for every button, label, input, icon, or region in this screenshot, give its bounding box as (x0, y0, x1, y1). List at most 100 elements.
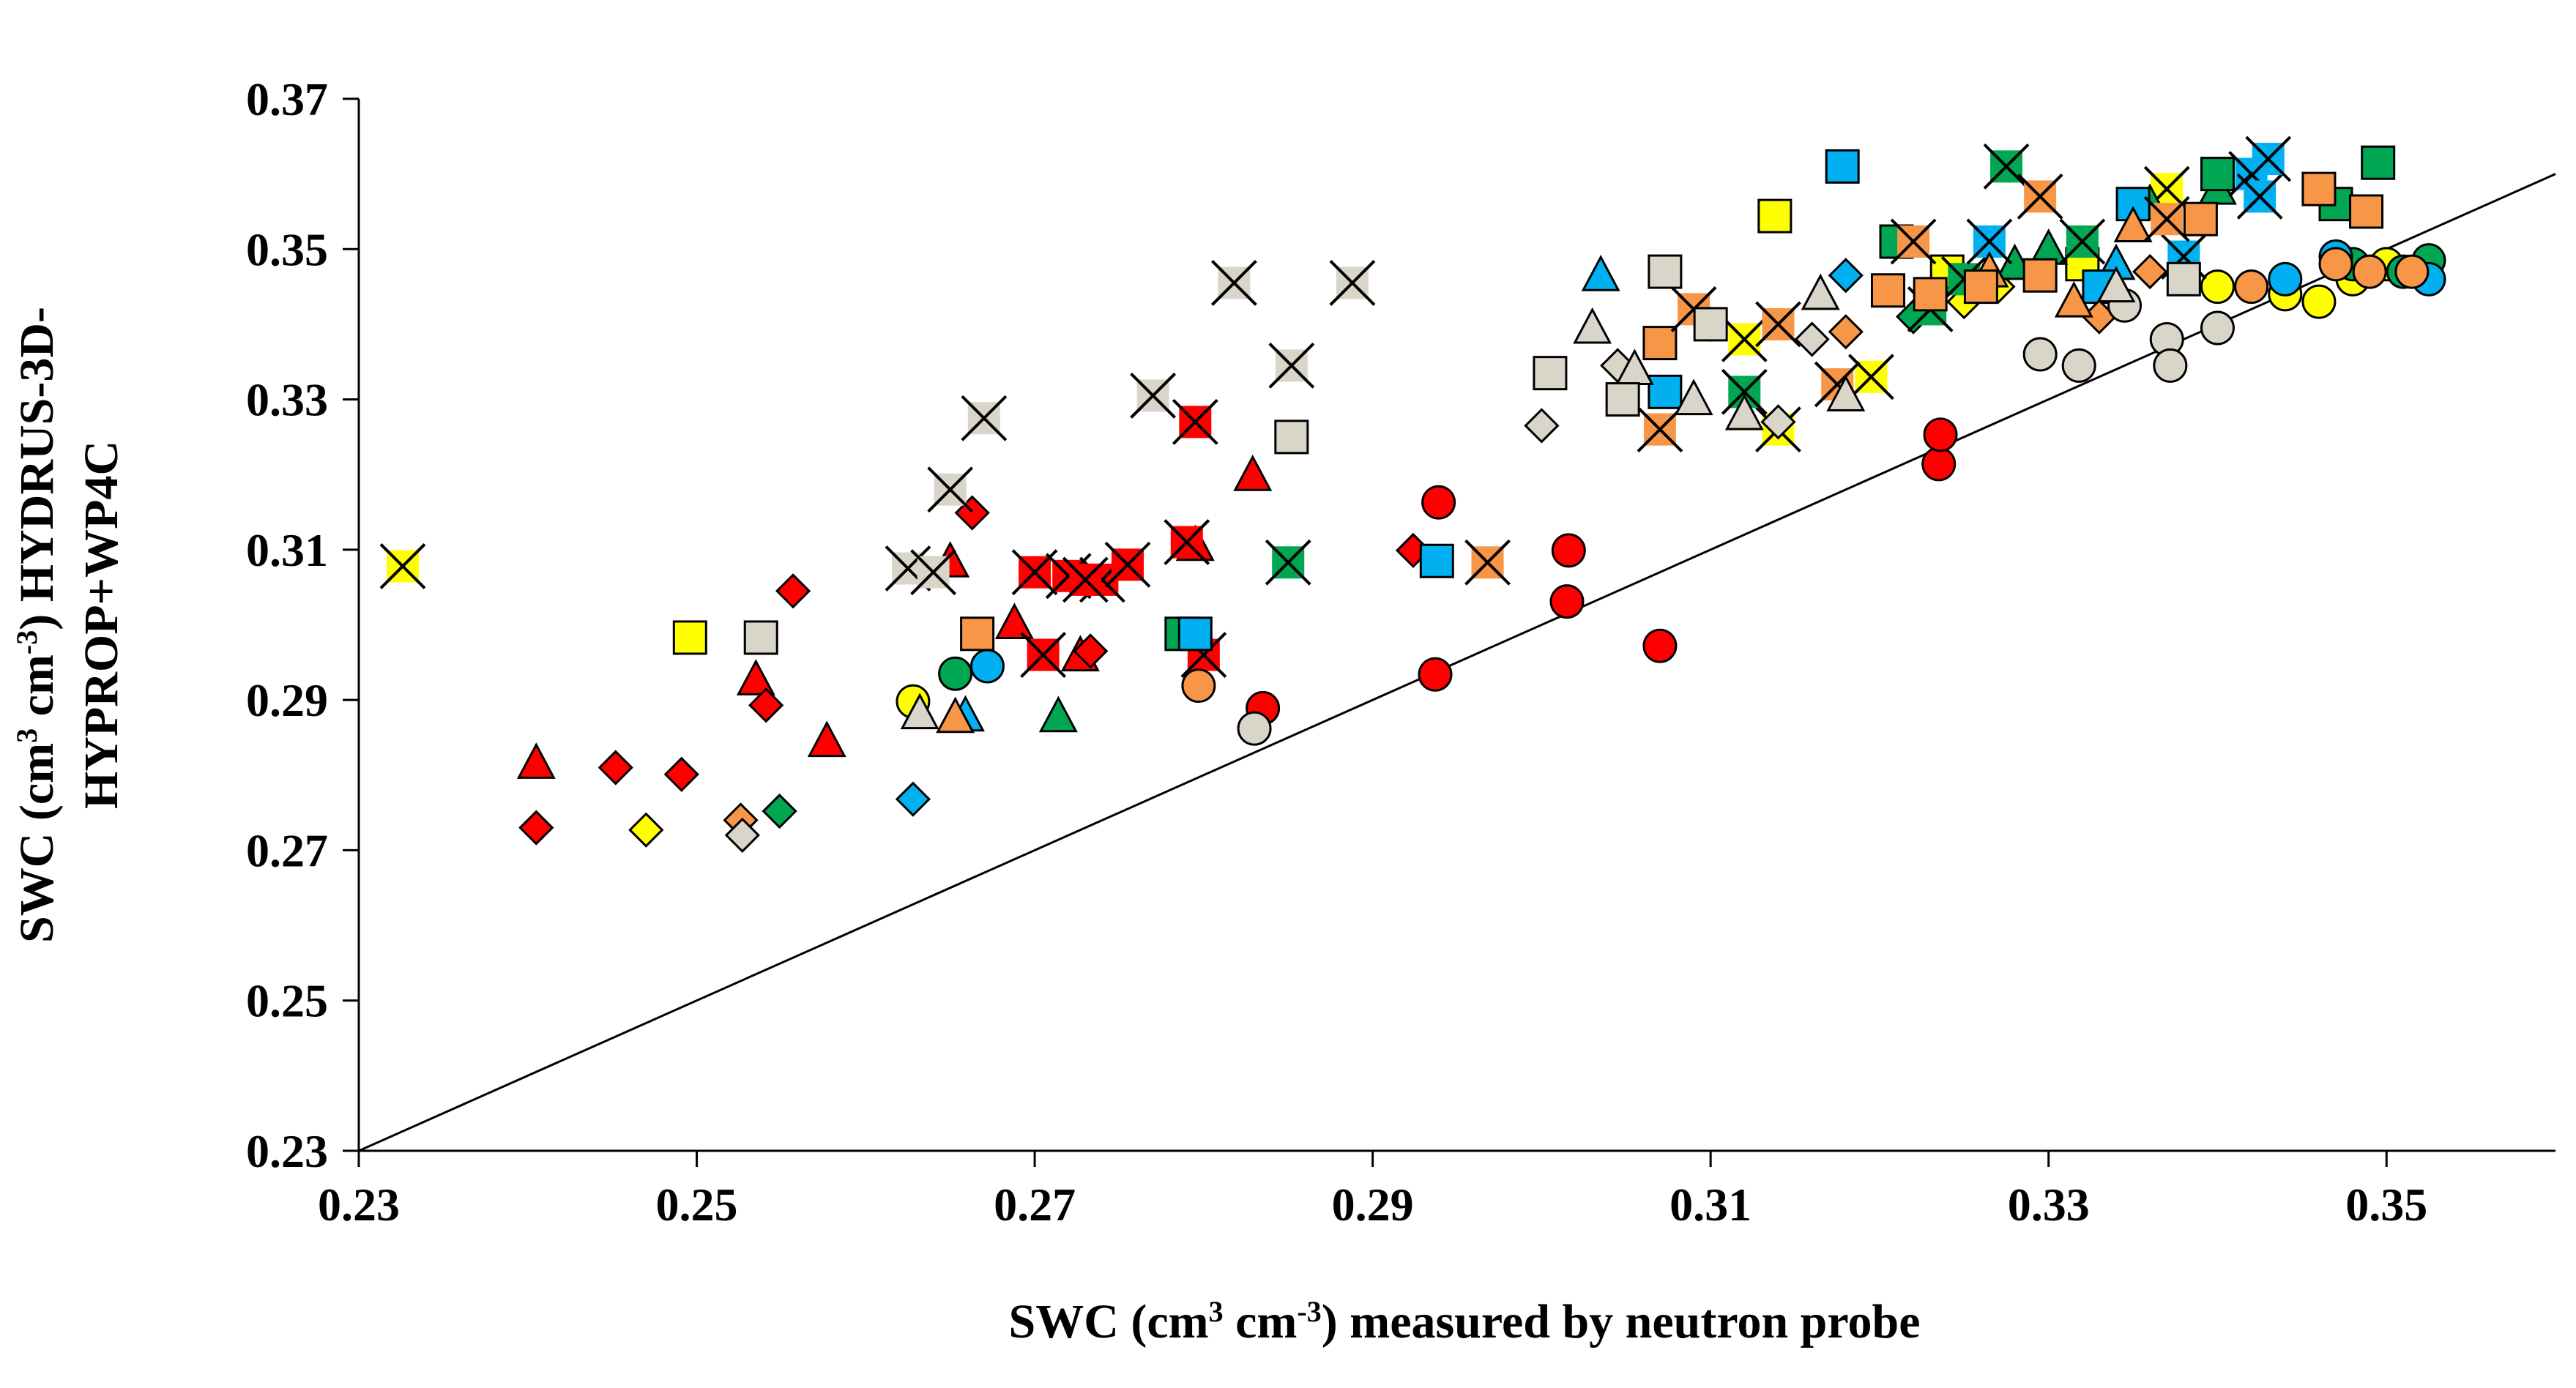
y-tick-label: 0.35 (246, 223, 328, 275)
red-square-x-point-cross (1020, 632, 1067, 678)
orange-square-point (1913, 277, 1948, 312)
red-square-x-point-cross (1104, 541, 1151, 588)
yellow-diamond-point (628, 812, 664, 848)
axis-labels-layer: 0.23 0.25 0.27 0.29 0.31 0.33 0.35 0.37 0.23 0.25… (10, 73, 2428, 1348)
green-square-point (2361, 145, 2396, 180)
yellow-square-point (1757, 198, 1793, 234)
orange-square-point (2183, 201, 2218, 236)
yellow-square-point (672, 620, 707, 655)
green-triangle-point (1038, 695, 1078, 733)
red-diamond-point (748, 687, 784, 723)
y-axis-title-line1: SWC (cm3 cm-3) HYDRUS-3D- (10, 307, 64, 943)
red-square-x-point (1020, 632, 1067, 678)
orange-square-point (960, 616, 995, 652)
green-square-x-point (1265, 539, 1311, 586)
gray-triangle-point (900, 693, 939, 730)
x-tick-label: 0.25 (656, 1179, 738, 1231)
green-square-x-point-cross (1265, 539, 1311, 586)
red-diamond-point (1073, 633, 1109, 669)
red-circle-point (1921, 447, 1957, 482)
red-square-x-point-cross (1062, 556, 1109, 603)
gray-square-point (743, 620, 778, 655)
red-triangle-point (994, 602, 1034, 639)
red-triangle-point (516, 742, 556, 779)
gray-square-x-point (1210, 260, 1257, 306)
blue-diamond-point (1828, 258, 1864, 294)
gray-square-x-point-cross (885, 545, 931, 592)
red-square-x-point (1062, 556, 1109, 603)
x-tick-label: 0.35 (2345, 1179, 2427, 1231)
gray-square-x-point-cross (1329, 260, 1376, 306)
gray-square-x-point-cross (961, 395, 1008, 441)
green-diamond-point (762, 793, 797, 829)
y-axis-title-line2: HYPROP+WP4C (75, 441, 128, 809)
green-square-x-point (1983, 143, 2030, 190)
gray-diamond-point (1524, 408, 1560, 444)
gray-triangle-point (1801, 273, 1840, 310)
orange-square-x-point-cross (1814, 361, 1861, 408)
gray-diamond-point (724, 817, 760, 854)
orange-square-x-point-cross (2143, 195, 2190, 242)
orange-circle-point (1181, 668, 1216, 704)
red-square-x-point-cross (1172, 398, 1218, 445)
x-tick-label: 0.29 (1332, 1179, 1414, 1231)
orange-circle-point (2318, 247, 2353, 282)
red-square-x-point-cross (1180, 632, 1227, 678)
orange-triangle-point (2113, 206, 2153, 242)
orange-diamond-point (2132, 253, 2168, 290)
gray-square-x-point (1329, 260, 1376, 306)
red-square-x-point (1172, 398, 1218, 445)
y-tick-label: 0.33 (246, 374, 328, 426)
y-tick-label: 0.31 (246, 524, 328, 576)
gray-triangle-point (1674, 378, 1713, 416)
orange-square-point (2022, 258, 2058, 293)
gray-triangle-point (2096, 266, 2136, 303)
red-diamond-point (775, 573, 811, 609)
green-square-x-point-cross (2059, 218, 2106, 265)
blue-triangle-point (1581, 255, 1620, 291)
x-tick-label: 0.33 (2008, 1179, 2090, 1231)
orange-circle-point (2352, 254, 2387, 289)
gray-square-x-point-cross (1130, 373, 1177, 419)
green-square-point (2200, 157, 2235, 192)
blue-square-x-point (2236, 174, 2283, 220)
yellow-square-x-point (379, 543, 426, 589)
x-tick-label: 0.23 (318, 1179, 400, 1231)
red-diamond-point (663, 756, 699, 792)
x-tick-label: 0.27 (994, 1179, 1076, 1231)
yellow-square-x-point (1847, 354, 1894, 400)
gray-triangle-point (1573, 307, 1612, 344)
y-tick-label: 0.25 (246, 975, 328, 1027)
blue-square-point (1419, 543, 1454, 578)
gray-square-x-point-cross (1210, 260, 1257, 306)
blue-square-x-point (2245, 135, 2292, 182)
gray-square-x-point-cross (1268, 342, 1315, 389)
red-circle-point (1551, 533, 1586, 568)
gray-square-point (1693, 307, 1728, 342)
blue-diamond-point (895, 781, 931, 817)
gray-square-x-point-cross (927, 466, 974, 513)
blue-square-x-point-cross (2245, 135, 2292, 182)
blue-square-point (1177, 616, 1213, 652)
orange-diamond-point (1828, 314, 1864, 350)
orange-square-x-point-cross (1890, 218, 1937, 265)
red-circle-point (1421, 485, 1456, 520)
red-diamond-point (518, 810, 554, 846)
green-circle-point (938, 656, 973, 691)
red-square-x-point (1164, 519, 1210, 566)
blue-circle-point (2268, 261, 2303, 296)
axes (343, 97, 2555, 1167)
gray-triangle-point (1724, 393, 1764, 430)
red-square-x-point (1011, 549, 1058, 596)
x-tick-label: 0.31 (1669, 1179, 1752, 1231)
red-circle-point (1549, 584, 1585, 619)
reference-line-layer (358, 173, 2556, 1152)
gray-square-point (2166, 261, 2201, 296)
gray-circle-point (1237, 711, 1272, 746)
yellow-square-x-point-cross (379, 543, 426, 589)
yellow-square-x-point (1721, 316, 1768, 362)
orange-square-x-point (1464, 539, 1511, 586)
red-circle-point (1418, 657, 1453, 692)
gray-circle-point (2200, 310, 2235, 346)
